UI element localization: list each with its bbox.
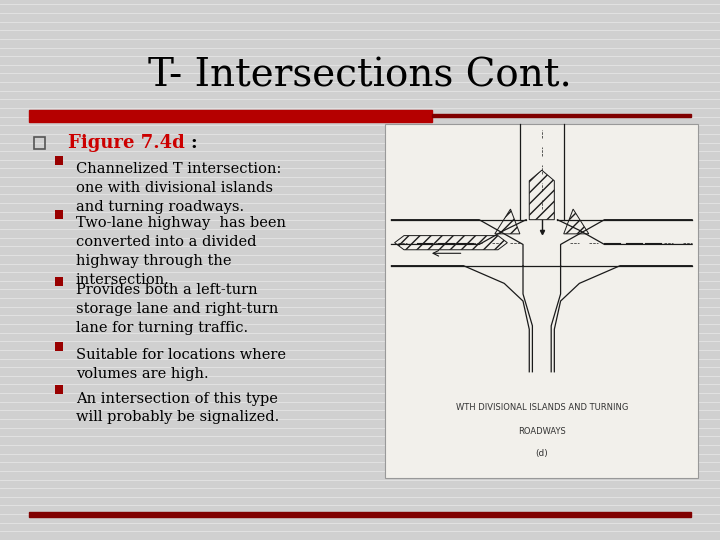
Text: ROADWAYS: ROADWAYS bbox=[518, 428, 566, 436]
Text: Two-lane highway  has been
converted into a divided
highway through the
intersec: Two-lane highway has been converted into… bbox=[76, 216, 286, 287]
Text: :: : bbox=[191, 134, 197, 152]
Bar bbox=[29, 512, 691, 517]
Text: Figure 7.4d: Figure 7.4d bbox=[68, 134, 185, 152]
Bar bbox=[29, 110, 432, 122]
Text: Channelized T intersection:
one with divisional islands
and turning roadways.: Channelized T intersection: one with div… bbox=[76, 162, 281, 214]
Bar bbox=[55, 278, 63, 286]
Bar bbox=[55, 386, 63, 394]
Bar bbox=[385, 124, 698, 478]
Text: (d): (d) bbox=[536, 449, 548, 457]
Text: An intersection of this type
will probably be signalized.: An intersection of this type will probab… bbox=[76, 392, 279, 424]
Bar bbox=[55, 156, 63, 165]
Text: Provides both a left-turn
storage lane and right-turn
lane for turning traffic.: Provides both a left-turn storage lane a… bbox=[76, 284, 278, 335]
Bar bbox=[34, 137, 45, 149]
Bar bbox=[432, 114, 691, 117]
Text: Suitable for locations where
volumes are high.: Suitable for locations where volumes are… bbox=[76, 348, 286, 381]
Text: WTH DIVISIONAL ISLANDS AND TURNING: WTH DIVISIONAL ISLANDS AND TURNING bbox=[456, 403, 628, 411]
Bar bbox=[55, 342, 63, 351]
Text: T- Intersections Cont.: T- Intersections Cont. bbox=[148, 57, 572, 94]
Bar bbox=[55, 210, 63, 219]
